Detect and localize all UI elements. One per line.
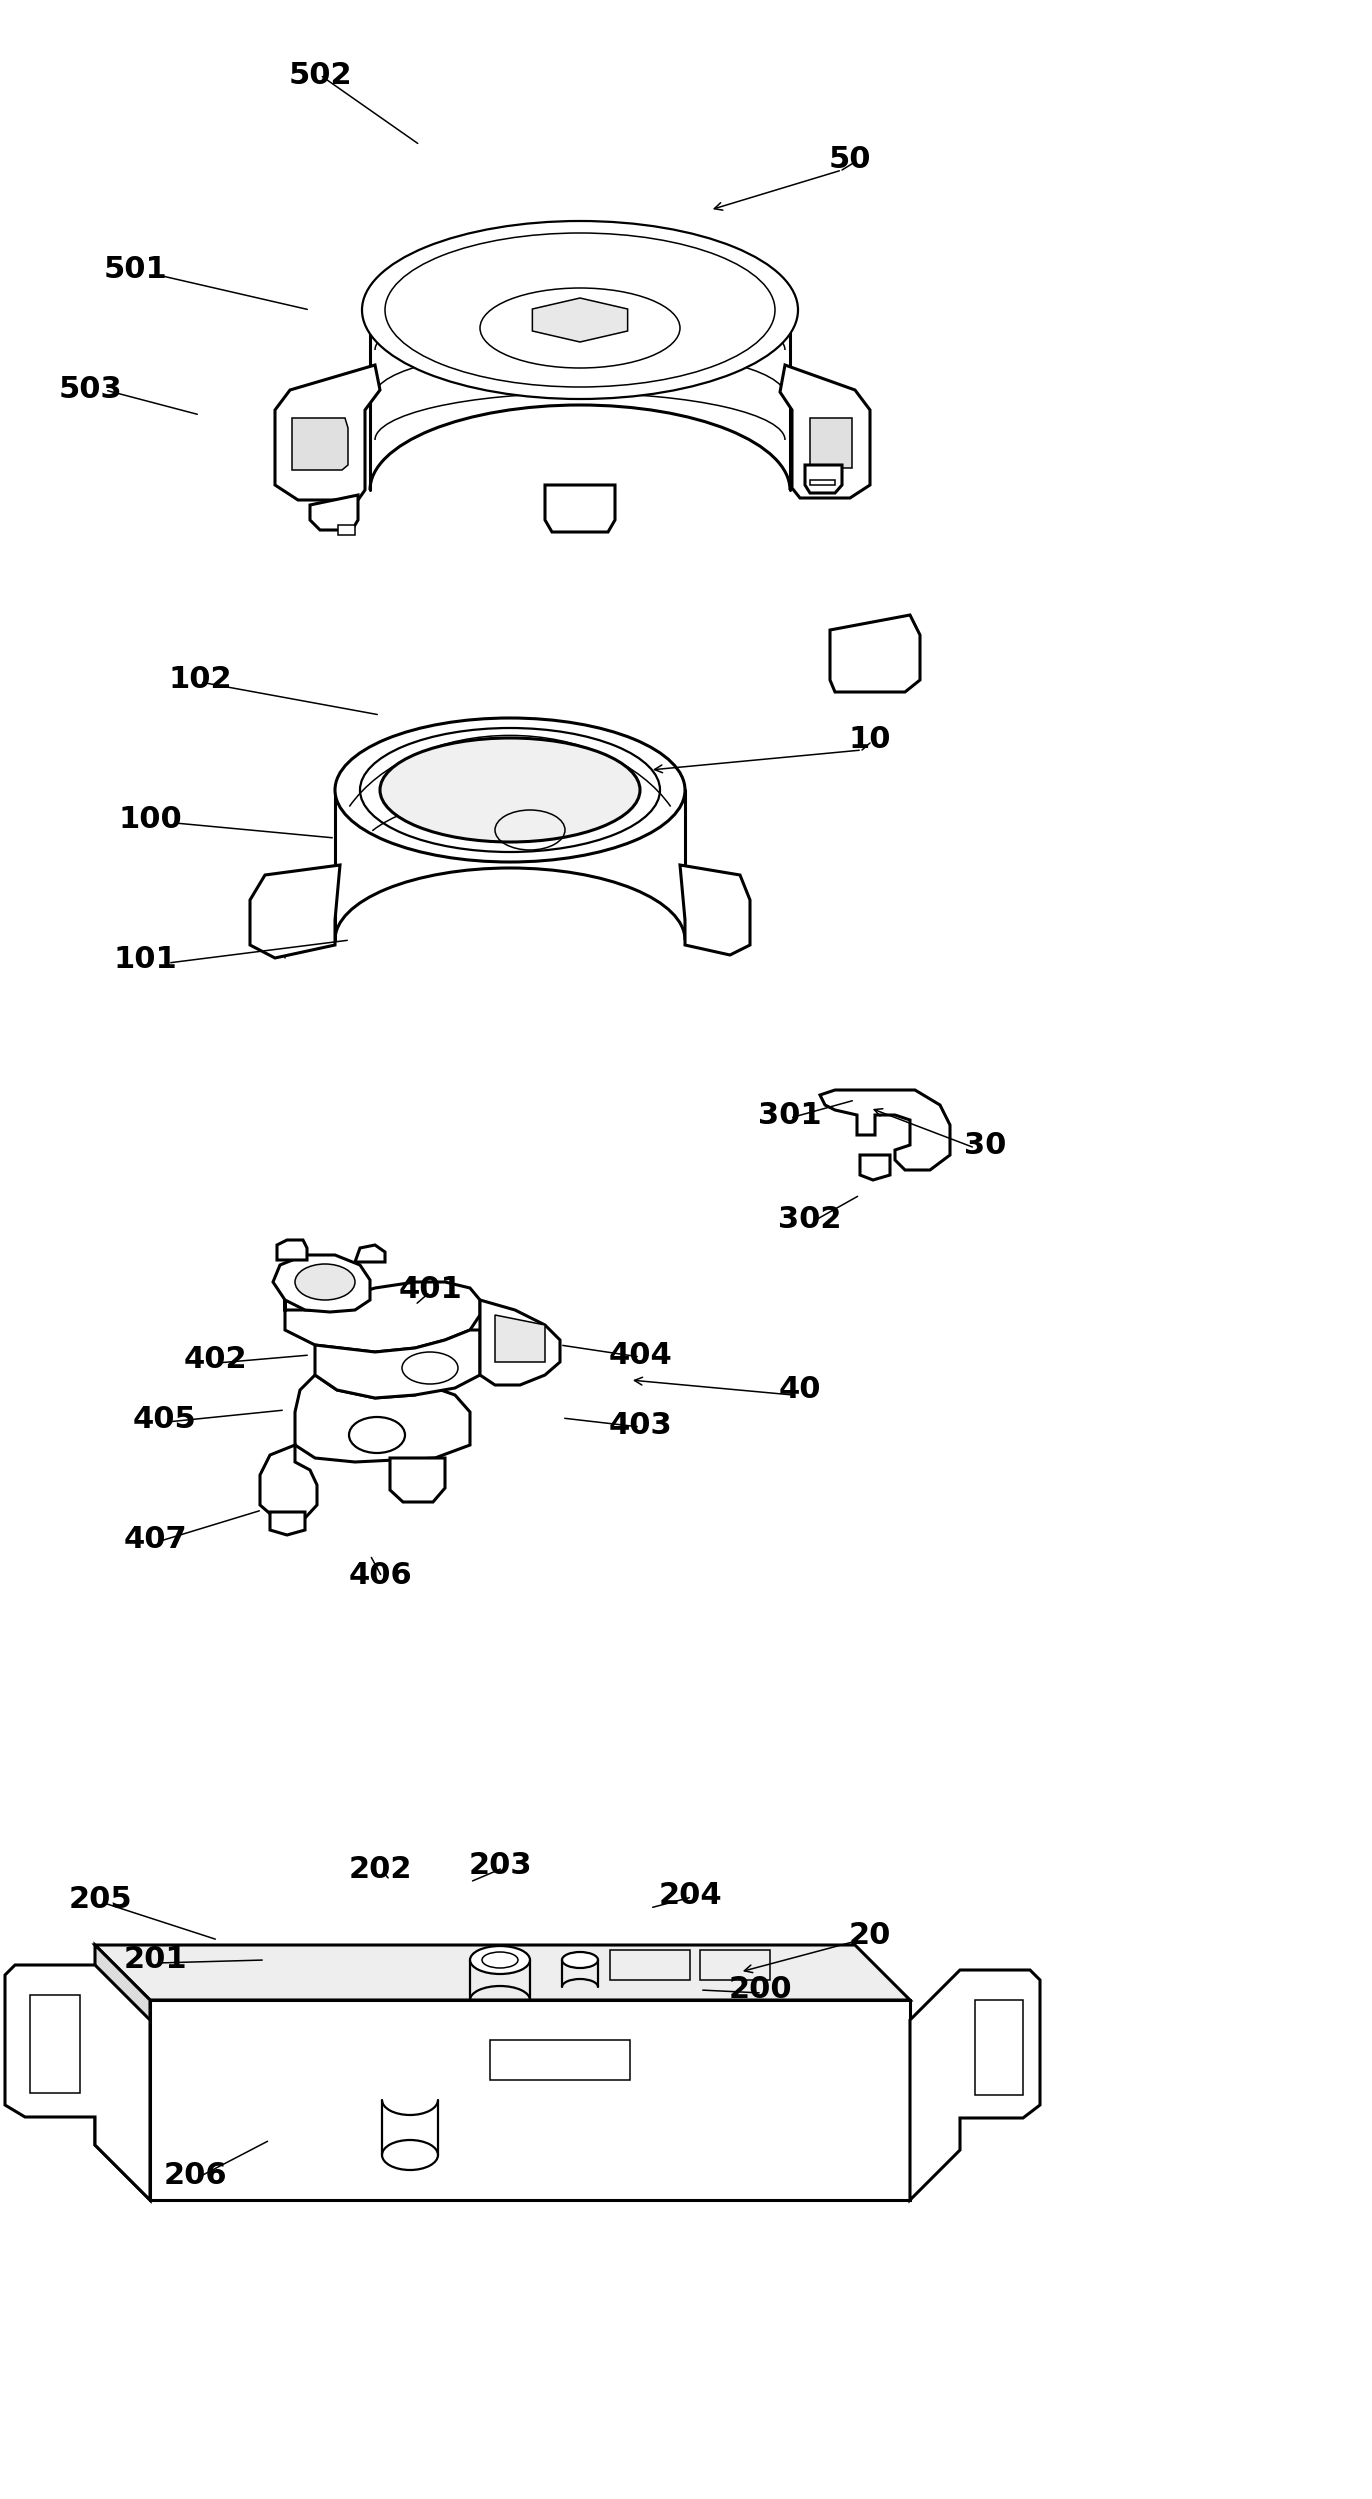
Text: 101: 101 — [113, 945, 177, 975]
Polygon shape — [273, 1254, 370, 1312]
Polygon shape — [681, 865, 750, 955]
Ellipse shape — [402, 1352, 458, 1384]
Polygon shape — [781, 365, 870, 497]
Ellipse shape — [423, 247, 737, 372]
Text: 10: 10 — [849, 725, 892, 755]
Ellipse shape — [380, 737, 639, 842]
Text: 405: 405 — [133, 1404, 196, 1434]
Text: 40: 40 — [779, 1374, 822, 1404]
Text: 501: 501 — [103, 255, 167, 285]
Polygon shape — [809, 417, 852, 467]
Text: 503: 503 — [58, 375, 122, 405]
Text: 206: 206 — [163, 2162, 226, 2189]
Polygon shape — [250, 865, 340, 957]
Polygon shape — [338, 525, 355, 535]
Ellipse shape — [295, 1264, 355, 1299]
Polygon shape — [285, 1282, 480, 1352]
Text: 402: 402 — [184, 1344, 247, 1374]
Text: 102: 102 — [169, 665, 232, 695]
Polygon shape — [292, 417, 348, 470]
Text: 203: 203 — [468, 1849, 532, 1879]
Polygon shape — [95, 1944, 910, 1999]
Text: 401: 401 — [398, 1274, 462, 1304]
Ellipse shape — [563, 1952, 598, 1969]
Polygon shape — [5, 1964, 150, 2199]
Text: 403: 403 — [608, 1409, 672, 1439]
Polygon shape — [316, 1329, 480, 1397]
Text: 406: 406 — [348, 1559, 412, 1589]
Ellipse shape — [362, 220, 799, 400]
Text: 204: 204 — [659, 1882, 722, 1909]
Text: 50: 50 — [829, 145, 871, 175]
Polygon shape — [480, 1299, 560, 1384]
Text: 100: 100 — [118, 805, 182, 835]
Polygon shape — [261, 1444, 317, 1517]
Polygon shape — [830, 615, 921, 692]
Polygon shape — [277, 1240, 307, 1259]
Ellipse shape — [381, 2139, 438, 2169]
Text: 301: 301 — [759, 1100, 822, 1130]
Polygon shape — [274, 365, 380, 500]
Polygon shape — [335, 790, 685, 940]
Polygon shape — [295, 1374, 471, 1462]
Text: 201: 201 — [123, 1947, 187, 1974]
Text: 404: 404 — [608, 1339, 672, 1369]
Polygon shape — [270, 1512, 305, 1534]
Ellipse shape — [471, 1947, 530, 1974]
Polygon shape — [390, 1457, 445, 1502]
Polygon shape — [860, 1155, 890, 1180]
Polygon shape — [532, 297, 627, 342]
Text: 200: 200 — [729, 1977, 792, 2004]
Polygon shape — [310, 495, 358, 530]
Polygon shape — [910, 1969, 1040, 2199]
Polygon shape — [820, 1090, 949, 1170]
Ellipse shape — [348, 1417, 405, 1452]
Polygon shape — [805, 465, 842, 492]
Text: 30: 30 — [963, 1130, 1006, 1160]
Text: 202: 202 — [348, 1854, 412, 1884]
Text: 302: 302 — [778, 1205, 842, 1235]
Ellipse shape — [335, 717, 685, 862]
Text: 205: 205 — [69, 1887, 132, 1914]
Polygon shape — [809, 480, 836, 485]
Ellipse shape — [420, 245, 740, 375]
Text: 502: 502 — [288, 60, 351, 90]
Polygon shape — [95, 1944, 150, 2199]
Polygon shape — [355, 1245, 386, 1262]
Ellipse shape — [386, 232, 775, 387]
Polygon shape — [545, 485, 615, 532]
Polygon shape — [495, 1314, 545, 1362]
Text: 20: 20 — [849, 1922, 892, 1949]
Text: 407: 407 — [123, 1524, 187, 1554]
Ellipse shape — [370, 225, 790, 395]
Polygon shape — [150, 1999, 910, 2199]
